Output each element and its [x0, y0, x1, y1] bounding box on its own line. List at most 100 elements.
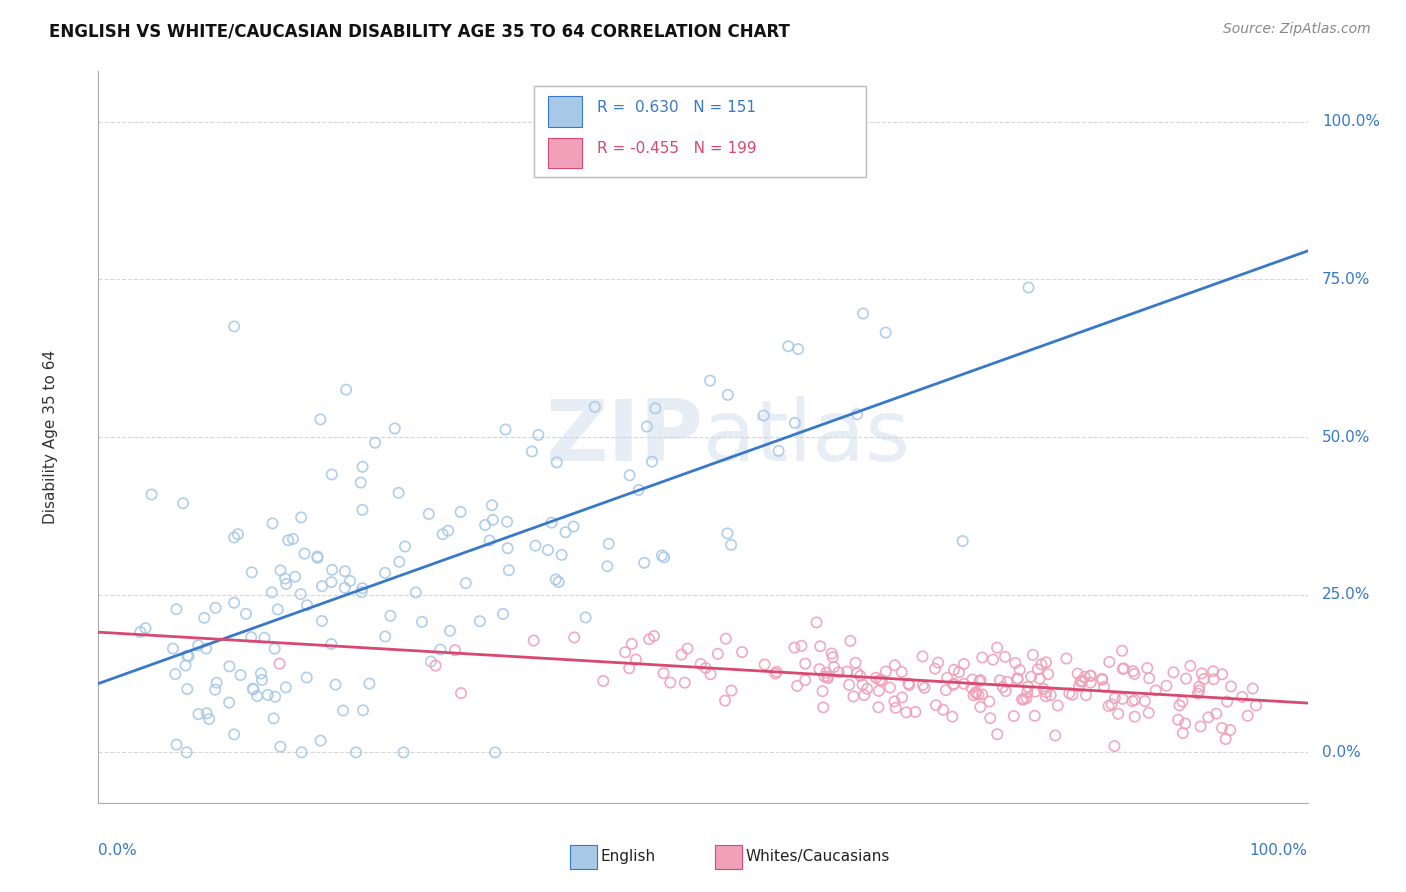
- Point: [1122, 664, 1144, 678]
- Point: [827, 665, 849, 680]
- Point: [1012, 692, 1035, 706]
- Point: [1062, 688, 1084, 702]
- Point: [544, 573, 567, 587]
- Point: [1045, 729, 1067, 743]
- Point: [496, 515, 519, 529]
- Point: [352, 581, 374, 595]
- Point: [1035, 690, 1057, 704]
- Point: [914, 681, 936, 695]
- Point: [311, 614, 333, 628]
- Text: ENGLISH VS WHITE/CAUCASIAN DISABILITY AGE 35 TO 64 CORRELATION CHART: ENGLISH VS WHITE/CAUCASIAN DISABILITY AG…: [49, 22, 790, 40]
- Point: [720, 683, 742, 698]
- Point: [671, 648, 693, 662]
- Point: [350, 585, 373, 599]
- Point: [875, 326, 897, 340]
- Text: English: English: [600, 849, 655, 864]
- Point: [969, 700, 991, 714]
- Point: [638, 632, 661, 647]
- Point: [494, 422, 516, 436]
- Point: [262, 516, 284, 531]
- Point: [344, 745, 367, 759]
- Point: [1078, 669, 1101, 683]
- Point: [790, 639, 813, 653]
- Point: [1035, 656, 1057, 670]
- Point: [868, 684, 890, 698]
- Point: [374, 566, 396, 580]
- Point: [439, 624, 461, 638]
- Point: [979, 694, 1001, 708]
- Point: [224, 319, 246, 334]
- Point: [165, 667, 187, 681]
- Point: [450, 686, 472, 700]
- Point: [321, 563, 343, 577]
- Point: [226, 527, 249, 541]
- Text: atlas: atlas: [703, 395, 911, 479]
- Point: [176, 681, 198, 696]
- Text: Whites/Caucasians: Whites/Caucasians: [745, 849, 890, 864]
- Point: [141, 487, 163, 501]
- Point: [335, 383, 357, 397]
- Text: 25.0%: 25.0%: [1322, 587, 1371, 602]
- Point: [1097, 699, 1119, 714]
- Point: [633, 556, 655, 570]
- Point: [274, 681, 297, 695]
- Point: [1015, 691, 1038, 706]
- Point: [851, 677, 873, 691]
- Point: [1202, 673, 1225, 687]
- Point: [1028, 672, 1050, 686]
- Point: [1024, 684, 1046, 698]
- Text: Source: ZipAtlas.com: Source: ZipAtlas.com: [1223, 22, 1371, 37]
- Point: [794, 657, 817, 671]
- Point: [1197, 710, 1219, 724]
- Point: [627, 483, 650, 497]
- Point: [1121, 694, 1143, 708]
- Point: [811, 700, 834, 714]
- Point: [224, 596, 246, 610]
- Point: [1018, 280, 1040, 294]
- Point: [177, 649, 200, 664]
- Point: [222, 531, 245, 545]
- Point: [174, 658, 197, 673]
- Point: [1188, 683, 1211, 698]
- Point: [242, 681, 264, 696]
- Point: [644, 401, 666, 416]
- Point: [309, 412, 332, 426]
- Point: [962, 688, 984, 702]
- Point: [547, 574, 569, 589]
- Point: [1211, 721, 1233, 735]
- Point: [1171, 695, 1194, 709]
- Point: [1187, 687, 1209, 701]
- Point: [846, 666, 869, 681]
- Point: [481, 498, 503, 512]
- Point: [1174, 716, 1197, 731]
- Point: [911, 678, 934, 692]
- Point: [783, 640, 806, 655]
- Point: [1091, 672, 1114, 686]
- Point: [1123, 693, 1146, 707]
- Point: [883, 694, 905, 708]
- Point: [1168, 698, 1191, 713]
- Point: [1007, 672, 1029, 686]
- Point: [765, 665, 787, 679]
- Point: [384, 421, 406, 435]
- Point: [994, 649, 1017, 664]
- Point: [307, 549, 329, 564]
- Point: [884, 701, 907, 715]
- Point: [387, 485, 409, 500]
- Point: [321, 637, 343, 651]
- Point: [849, 669, 872, 683]
- Point: [295, 671, 318, 685]
- Point: [374, 630, 396, 644]
- Point: [1022, 648, 1045, 662]
- Point: [1112, 661, 1135, 675]
- Point: [1167, 713, 1189, 727]
- Point: [962, 673, 984, 687]
- Point: [592, 673, 614, 688]
- Point: [437, 524, 460, 538]
- Point: [1054, 651, 1077, 665]
- Point: [1080, 675, 1102, 690]
- Point: [235, 607, 257, 621]
- Point: [1046, 698, 1069, 713]
- Point: [562, 519, 585, 533]
- Point: [813, 669, 835, 683]
